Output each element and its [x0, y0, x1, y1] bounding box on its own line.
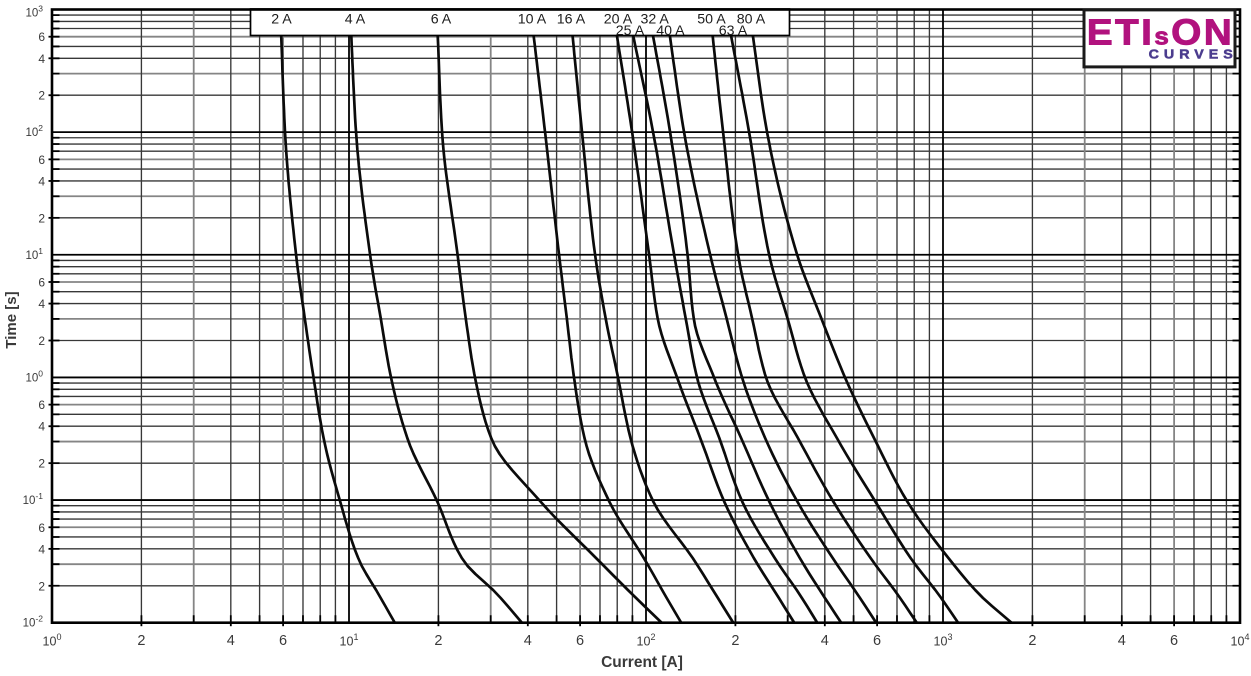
svg-text:2: 2	[434, 633, 442, 649]
svg-text:2: 2	[137, 633, 145, 649]
svg-text:4: 4	[38, 420, 45, 434]
svg-text:4: 4	[38, 52, 45, 66]
svg-text:6: 6	[38, 398, 45, 412]
svg-text:10 A: 10 A	[518, 12, 547, 28]
svg-text:2: 2	[1028, 633, 1036, 649]
svg-text:2 A: 2 A	[271, 12, 292, 28]
svg-text:101: 101	[340, 632, 359, 649]
svg-text:4: 4	[38, 174, 45, 188]
svg-text:103: 103	[934, 632, 953, 649]
svg-text:80 A: 80 A	[737, 12, 766, 28]
svg-text:10-1: 10-1	[23, 491, 44, 507]
svg-text:2: 2	[731, 633, 739, 649]
svg-text:Time [s]: Time [s]	[3, 291, 20, 348]
svg-text:40 A: 40 A	[656, 23, 685, 39]
svg-text:2: 2	[38, 211, 45, 225]
svg-text:100: 100	[43, 632, 62, 649]
svg-text:103: 103	[25, 4, 43, 20]
svg-text:6: 6	[38, 153, 45, 167]
svg-text:2: 2	[38, 89, 45, 103]
svg-text:2: 2	[38, 579, 45, 593]
svg-text:25 A: 25 A	[616, 23, 645, 39]
svg-text:6 A: 6 A	[431, 12, 452, 28]
svg-text:32 A: 32 A	[640, 12, 669, 28]
svg-text:20 A: 20 A	[604, 12, 633, 28]
svg-text:6: 6	[38, 30, 45, 44]
svg-text:63 A: 63 A	[719, 23, 748, 39]
svg-text:2: 2	[38, 457, 45, 471]
svg-text:4: 4	[524, 633, 532, 649]
svg-text:4: 4	[821, 633, 829, 649]
svg-text:6: 6	[38, 521, 45, 535]
svg-text:6: 6	[38, 276, 45, 290]
svg-text:Current [A]: Current [A]	[601, 654, 683, 671]
svg-text:4: 4	[38, 297, 45, 311]
svg-text:100: 100	[25, 368, 43, 384]
svg-text:102: 102	[25, 123, 43, 139]
svg-text:10-2: 10-2	[23, 614, 44, 630]
svg-text:2: 2	[38, 334, 45, 348]
svg-text:CURVES: CURVES	[1149, 47, 1238, 61]
svg-text:4: 4	[1118, 633, 1126, 649]
svg-text:6: 6	[1170, 633, 1178, 649]
svg-text:101: 101	[25, 246, 43, 262]
svg-text:4 A: 4 A	[345, 12, 366, 28]
svg-text:16 A: 16 A	[557, 12, 586, 28]
svg-text:6: 6	[576, 633, 584, 649]
svg-text:6: 6	[873, 633, 881, 649]
svg-text:4: 4	[38, 542, 45, 556]
svg-text:102: 102	[637, 632, 656, 649]
svg-text:50 A: 50 A	[697, 12, 726, 28]
svg-text:104: 104	[1231, 632, 1250, 649]
svg-text:6: 6	[279, 633, 287, 649]
svg-text:4: 4	[227, 633, 235, 649]
